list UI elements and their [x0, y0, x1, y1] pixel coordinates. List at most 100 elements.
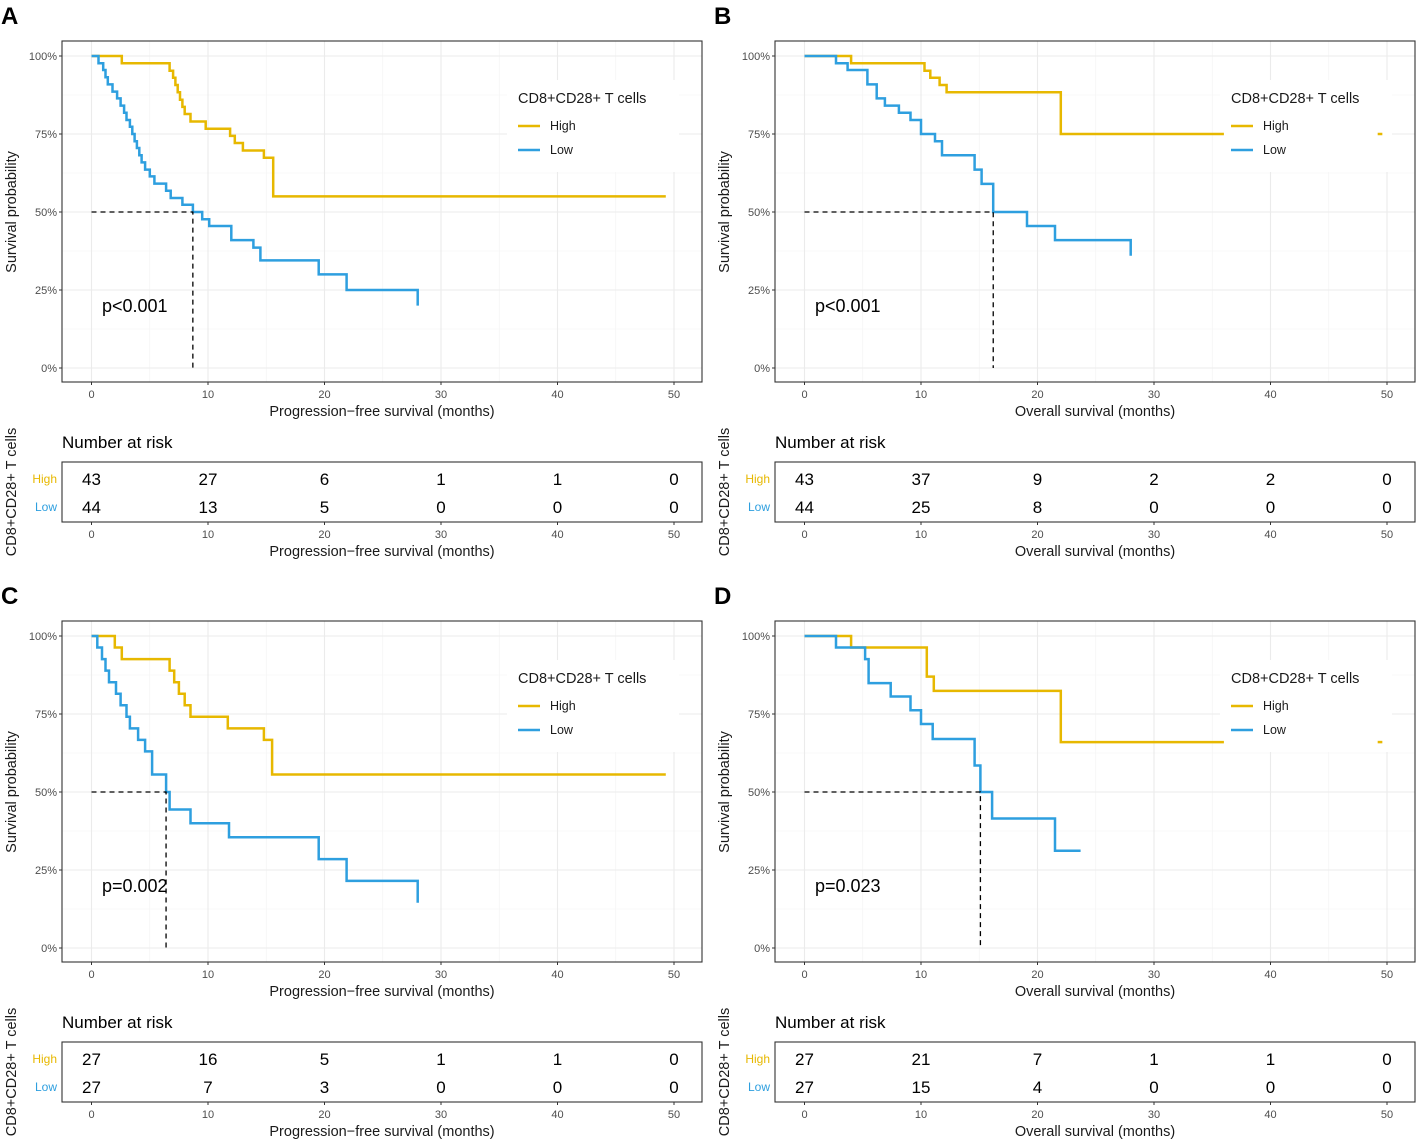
y-tick-label: 75% [35, 129, 57, 141]
risk-x-tick-label: 20 [1031, 529, 1043, 541]
y-tick-label: 100% [742, 51, 770, 63]
risk-count-low: 0 [669, 1078, 678, 1097]
risk-count-low: 27 [795, 1078, 814, 1097]
risk-x-tick-label: 0 [88, 1109, 94, 1121]
risk-x-axis-title: Overall survival (months) [1015, 544, 1175, 560]
risk-count-low: 27 [82, 1078, 101, 1097]
risk-x-tick-label: 30 [1148, 529, 1160, 541]
risk-count-high: 2 [1266, 470, 1275, 489]
risk-count-high: 6 [320, 470, 329, 489]
y-tick-label: 75% [748, 129, 770, 141]
panel-a: A CD8+CD28+ T cells High Low p<0.001 0% 25% 50%… [1, 3, 703, 560]
risk-strata-low: Low [748, 1080, 770, 1094]
x-tick-label: 30 [435, 969, 447, 981]
risk-x-tick-label: 30 [435, 1109, 447, 1121]
risk-count-high: 27 [82, 1050, 101, 1069]
x-tick-label: 30 [1148, 389, 1160, 401]
legend-label-low: Low [1263, 723, 1287, 737]
risk-count-high: 27 [199, 470, 218, 489]
risk-count-high: 0 [1382, 1050, 1391, 1069]
panel-label-b: B [714, 3, 731, 30]
y-tick-label: 25% [35, 285, 57, 297]
risk-x-tick-label: 30 [1148, 1109, 1160, 1121]
x-tick-label: 40 [1264, 969, 1276, 981]
km-curve-high [804, 634, 1224, 744]
x-tick-label: 0 [801, 969, 807, 981]
x-tick-label: 0 [88, 969, 94, 981]
y-tick-label: 100% [29, 631, 57, 643]
risk-count-high: 0 [669, 470, 678, 489]
risk-x-axis-title: Progression−free survival (months) [269, 1124, 494, 1140]
risk-count-high: 5 [320, 1050, 329, 1069]
risk-strata-low: Low [748, 500, 770, 514]
panel-label-c: C [1, 583, 18, 610]
risk-table-frame [61, 461, 703, 523]
risk-x-tick-label: 50 [1381, 1109, 1393, 1121]
y-tick-label: 50% [35, 787, 57, 799]
risk-count-low: 0 [1266, 1078, 1275, 1097]
y-axis-title: Survival probability [4, 150, 20, 272]
risk-x-tick-label: 50 [668, 1109, 680, 1121]
risk-x-tick-label: 10 [915, 1109, 927, 1121]
legend-label-low: Low [1263, 143, 1287, 157]
risk-table-frame [774, 1041, 1416, 1103]
risk-count-high: 21 [912, 1050, 931, 1069]
panel-label-d: D [714, 583, 731, 610]
risk-x-tick-label: 10 [202, 1109, 214, 1121]
legend-title: CD8+CD28+ T cells [518, 91, 646, 107]
risk-table-frame [61, 1041, 703, 1103]
risk-x-tick-label: 10 [202, 529, 214, 541]
legend-label-high: High [550, 119, 576, 133]
risk-x-tick-label: 40 [1264, 1109, 1276, 1121]
x-axis-title: Progression−free survival (months) [269, 984, 494, 1000]
y-tick-label: 0% [754, 943, 770, 955]
risk-count-low: 44 [82, 498, 101, 517]
risk-x-tick-label: 30 [435, 529, 447, 541]
x-tick-label: 30 [435, 389, 447, 401]
risk-count-high: 43 [795, 470, 814, 489]
legend-title: CD8+CD28+ T cells [518, 671, 646, 687]
y-tick-label: 50% [748, 787, 770, 799]
risk-table-title: Number at risk [775, 433, 886, 452]
x-tick-label: 0 [88, 389, 94, 401]
risk-x-tick-label: 20 [1031, 1109, 1043, 1121]
risk-strata-high: High [32, 472, 57, 486]
median-line [91, 211, 194, 368]
y-tick-label: 25% [35, 865, 57, 877]
risk-count-low: 0 [669, 498, 678, 517]
x-tick-label: 20 [318, 389, 330, 401]
risk-count-high: 7 [1033, 1050, 1042, 1069]
risk-count-high: 43 [82, 470, 101, 489]
km-curve-low [804, 634, 1081, 852]
x-tick-label: 20 [1031, 969, 1043, 981]
panel-b: B CD8+CD28+ T cells High Low p<0.001 0% 25% 50%… [714, 3, 1416, 560]
risk-count-high: 1 [436, 1050, 445, 1069]
risk-strata-high: High [32, 1052, 57, 1066]
risk-count-low: 13 [199, 498, 218, 517]
risk-x-tick-label: 20 [318, 1109, 330, 1121]
x-tick-label: 10 [202, 389, 214, 401]
risk-count-low: 44 [795, 498, 814, 517]
risk-table-title: Number at risk [62, 433, 173, 452]
x-tick-label: 50 [1381, 969, 1393, 981]
risk-strata-low: Low [35, 1080, 57, 1094]
x-tick-label: 50 [668, 969, 680, 981]
risk-x-tick-label: 50 [668, 529, 680, 541]
risk-count-low: 0 [436, 1078, 445, 1097]
risk-x-tick-label: 40 [1264, 529, 1276, 541]
risk-count-low: 25 [912, 498, 931, 517]
risk-x-axis-title: Overall survival (months) [1015, 1124, 1175, 1140]
median-line [804, 791, 982, 948]
risk-count-low: 5 [320, 498, 329, 517]
x-tick-label: 50 [1381, 389, 1393, 401]
risk-x-tick-label: 0 [801, 529, 807, 541]
risk-count-high: 37 [912, 470, 931, 489]
p-value: p<0.001 [102, 296, 168, 316]
risk-table-title: Number at risk [62, 1013, 173, 1032]
median-line [91, 791, 167, 948]
risk-count-low: 15 [912, 1078, 931, 1097]
x-tick-label: 30 [1148, 969, 1160, 981]
km-curve-low [91, 634, 419, 903]
km-curve-low [804, 54, 1132, 256]
risk-count-low: 4 [1033, 1078, 1042, 1097]
